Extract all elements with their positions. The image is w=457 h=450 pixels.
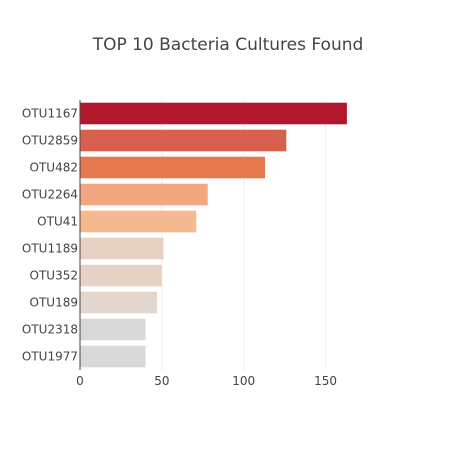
y-tick-label-otu352: OTU352 xyxy=(30,269,78,283)
bar-otu2264[interactable] xyxy=(80,183,208,206)
x-tick-label: 100 xyxy=(232,374,255,388)
y-tick-label-otu2318: OTU2318 xyxy=(22,323,78,337)
bars xyxy=(80,102,347,368)
y-tick-label-otu1189: OTU1189 xyxy=(22,242,78,256)
y-tick-label-otu41: OTU41 xyxy=(37,215,78,229)
bar-otu1167[interactable] xyxy=(80,102,347,125)
y-tick-label-otu482: OTU482 xyxy=(30,161,78,175)
bar-otu1189[interactable] xyxy=(80,237,164,260)
x-tick-labels: 0 50 100 150 xyxy=(76,374,337,388)
x-tick-label: 0 xyxy=(76,374,84,388)
bar-otu352[interactable] xyxy=(80,264,162,287)
bar-otu482[interactable] xyxy=(80,156,266,179)
bar-otu2318[interactable] xyxy=(80,318,146,341)
y-tick-label-otu1167: OTU1167 xyxy=(22,107,78,121)
y-tick-labels: OTU1167 OTU2859 OTU482 OTU2264 OTU41 OTU1189 O… xyxy=(22,107,78,364)
bar-otu189[interactable] xyxy=(80,291,157,314)
bar-otu41[interactable] xyxy=(80,210,197,233)
bar-otu1977[interactable] xyxy=(80,345,146,368)
y-tick-label-otu2859: OTU2859 xyxy=(22,134,78,148)
x-tick-label: 150 xyxy=(314,374,337,388)
chart-title: TOP 10 Bacteria Cultures Found xyxy=(92,35,364,55)
y-tick-label-otu2264: OTU2264 xyxy=(22,188,78,202)
y-tick-label-otu1977: OTU1977 xyxy=(22,350,78,364)
y-tick-label-otu189: OTU189 xyxy=(30,296,78,310)
bar-otu2859[interactable] xyxy=(80,129,287,152)
x-tick-label: 50 xyxy=(154,374,169,388)
